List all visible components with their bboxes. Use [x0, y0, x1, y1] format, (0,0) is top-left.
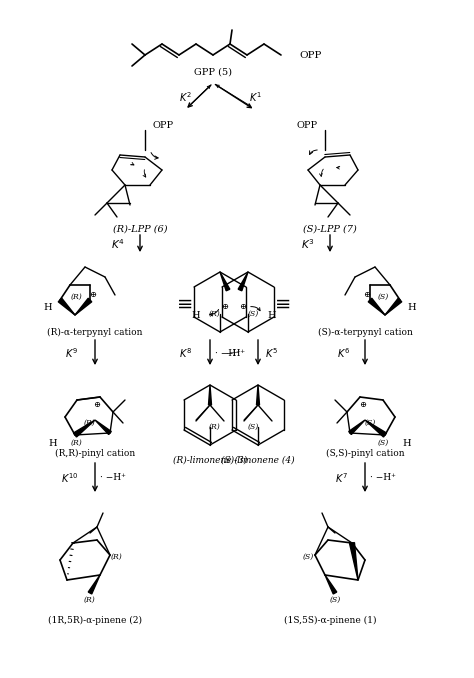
- Text: (R): (R): [111, 553, 123, 561]
- Polygon shape: [238, 272, 248, 291]
- Polygon shape: [95, 420, 111, 435]
- Text: (R): (R): [71, 439, 83, 447]
- Text: $K^6$: $K^6$: [337, 346, 350, 360]
- Text: $K^7$: $K^7$: [335, 471, 348, 485]
- Text: ⊕: ⊕: [239, 303, 246, 311]
- Text: (R,R)-pinyl cation: (R,R)-pinyl cation: [55, 448, 135, 458]
- Text: $K^5$: $K^5$: [265, 346, 278, 360]
- Polygon shape: [88, 575, 100, 594]
- Polygon shape: [75, 298, 92, 315]
- Text: ⊕: ⊕: [221, 303, 228, 311]
- Text: (R)-LPP (6): (R)-LPP (6): [113, 225, 167, 234]
- Polygon shape: [349, 542, 358, 580]
- Polygon shape: [368, 298, 385, 315]
- Text: OPP: OPP: [296, 121, 318, 129]
- Text: $K^9$: $K^9$: [65, 346, 78, 360]
- Text: (R)-α-terpynyl cation: (R)-α-terpynyl cation: [47, 327, 143, 336]
- Polygon shape: [365, 420, 386, 437]
- Polygon shape: [209, 385, 211, 405]
- Text: (R): (R): [84, 596, 96, 604]
- Polygon shape: [349, 420, 365, 435]
- Text: OPP: OPP: [299, 50, 321, 60]
- Text: · −H⁺: · −H⁺: [100, 473, 126, 483]
- Text: $K^{10}$: $K^{10}$: [61, 471, 78, 485]
- Text: (S): (S): [377, 439, 389, 447]
- Text: H: H: [191, 311, 201, 321]
- Text: −H⁺: −H⁺: [225, 348, 245, 357]
- Text: (S,S)-pinyl cation: (S,S)-pinyl cation: [326, 448, 404, 458]
- Text: (R): (R): [209, 310, 221, 318]
- Text: (S)-limonene (4): (S)-limonene (4): [221, 456, 295, 464]
- Text: ⊕: ⊕: [364, 291, 371, 299]
- Text: (R)-limonene (3): (R)-limonene (3): [173, 456, 247, 464]
- Text: (S): (S): [365, 419, 375, 427]
- Text: ⊕: ⊕: [359, 401, 366, 409]
- Text: H: H: [49, 439, 57, 447]
- Text: ⊕: ⊕: [90, 291, 97, 299]
- Text: $K^2$: $K^2$: [179, 90, 191, 104]
- Text: · −H⁺: · −H⁺: [215, 348, 241, 357]
- Text: ⊕: ⊕: [93, 401, 100, 409]
- Text: (R): (R): [71, 293, 83, 301]
- Text: ≡: ≡: [177, 296, 193, 314]
- Polygon shape: [220, 272, 230, 291]
- Polygon shape: [58, 298, 75, 315]
- Text: (1R,5R)-α-pinene (2): (1R,5R)-α-pinene (2): [48, 616, 142, 624]
- Text: (S)-LPP (7): (S)-LPP (7): [303, 225, 357, 234]
- Polygon shape: [325, 575, 337, 594]
- Text: GPP (5): GPP (5): [194, 68, 232, 77]
- Text: (1S,5S)-α-pinene (1): (1S,5S)-α-pinene (1): [284, 616, 376, 624]
- Text: $K^3$: $K^3$: [301, 237, 315, 251]
- Text: $K^4$: $K^4$: [111, 237, 125, 251]
- Polygon shape: [73, 420, 95, 437]
- Polygon shape: [256, 385, 259, 405]
- Text: $K^1$: $K^1$: [249, 90, 261, 104]
- Text: (S): (S): [247, 310, 259, 318]
- Text: H: H: [44, 302, 52, 311]
- Text: H: H: [268, 311, 276, 321]
- Text: $K^8$: $K^8$: [179, 346, 192, 360]
- Text: (S)-α-terpynyl cation: (S)-α-terpynyl cation: [318, 327, 412, 336]
- Text: OPP: OPP: [153, 121, 173, 129]
- Text: (S): (S): [329, 596, 341, 604]
- Text: H: H: [408, 302, 416, 311]
- Text: (R): (R): [209, 423, 221, 431]
- Text: · −H⁺: · −H⁺: [370, 473, 396, 483]
- Text: (R): (R): [84, 419, 96, 427]
- Text: ≡: ≡: [275, 296, 291, 314]
- Text: (S): (S): [377, 293, 389, 301]
- Text: H: H: [403, 439, 411, 447]
- Text: (S): (S): [247, 423, 259, 431]
- Polygon shape: [385, 298, 402, 315]
- Text: (S): (S): [302, 553, 314, 561]
